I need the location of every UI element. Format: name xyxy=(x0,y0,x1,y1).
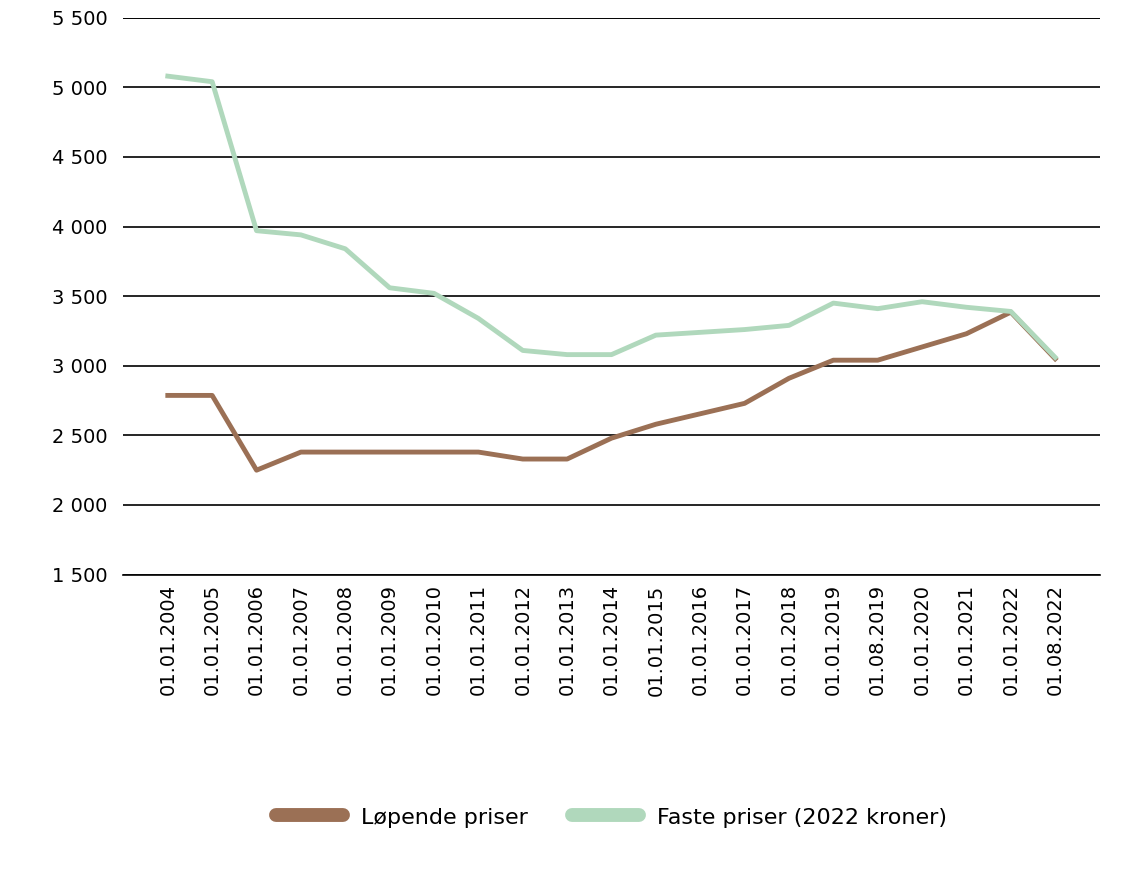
Faste priser (2022 kroner) xyxy=(871,303,884,314)
Legend: Løpende priser, Faste priser (2022 kroner): Løpende priser, Faste priser (2022 krone… xyxy=(267,797,956,836)
Løpende priser xyxy=(516,453,530,464)
Faste priser (2022 kroner) xyxy=(693,327,707,338)
Faste priser (2022 kroner) xyxy=(650,330,663,340)
Løpende priser xyxy=(1048,354,1061,364)
Løpende priser xyxy=(1004,307,1018,317)
Line: Løpende priser: Løpende priser xyxy=(168,312,1055,470)
Faste priser (2022 kroner) xyxy=(782,320,795,331)
Faste priser (2022 kroner) xyxy=(827,298,840,309)
Løpende priser xyxy=(383,446,396,457)
Løpende priser xyxy=(605,433,618,444)
Faste priser (2022 kroner) xyxy=(738,324,752,335)
Løpende priser xyxy=(560,453,573,464)
Faste priser (2022 kroner) xyxy=(427,288,441,299)
Faste priser (2022 kroner) xyxy=(162,71,175,81)
Faste priser (2022 kroner) xyxy=(471,313,485,324)
Faste priser (2022 kroner) xyxy=(339,243,352,254)
Løpende priser xyxy=(738,398,752,408)
Løpende priser xyxy=(959,329,973,339)
Løpende priser xyxy=(427,446,441,457)
Løpende priser xyxy=(782,373,795,384)
Løpende priser xyxy=(339,446,352,457)
Løpende priser xyxy=(827,354,840,365)
Faste priser (2022 kroner) xyxy=(516,345,530,355)
Løpende priser xyxy=(471,446,485,457)
Faste priser (2022 kroner) xyxy=(1004,306,1018,316)
Løpende priser xyxy=(294,446,307,457)
Faste priser (2022 kroner) xyxy=(605,349,618,360)
Løpende priser xyxy=(650,419,663,430)
Faste priser (2022 kroner) xyxy=(294,230,307,240)
Løpende priser xyxy=(162,390,175,400)
Faste priser (2022 kroner) xyxy=(560,349,573,360)
Line: Faste priser (2022 kroner): Faste priser (2022 kroner) xyxy=(168,76,1055,357)
Løpende priser xyxy=(205,390,219,400)
Løpende priser xyxy=(693,408,707,419)
Faste priser (2022 kroner) xyxy=(250,225,264,236)
Løpende priser xyxy=(250,465,264,476)
Løpende priser xyxy=(916,341,929,352)
Faste priser (2022 kroner) xyxy=(1048,352,1061,362)
Faste priser (2022 kroner) xyxy=(959,302,973,313)
Faste priser (2022 kroner) xyxy=(383,283,396,293)
Faste priser (2022 kroner) xyxy=(205,76,219,87)
Faste priser (2022 kroner) xyxy=(916,296,929,307)
Løpende priser xyxy=(871,354,884,365)
